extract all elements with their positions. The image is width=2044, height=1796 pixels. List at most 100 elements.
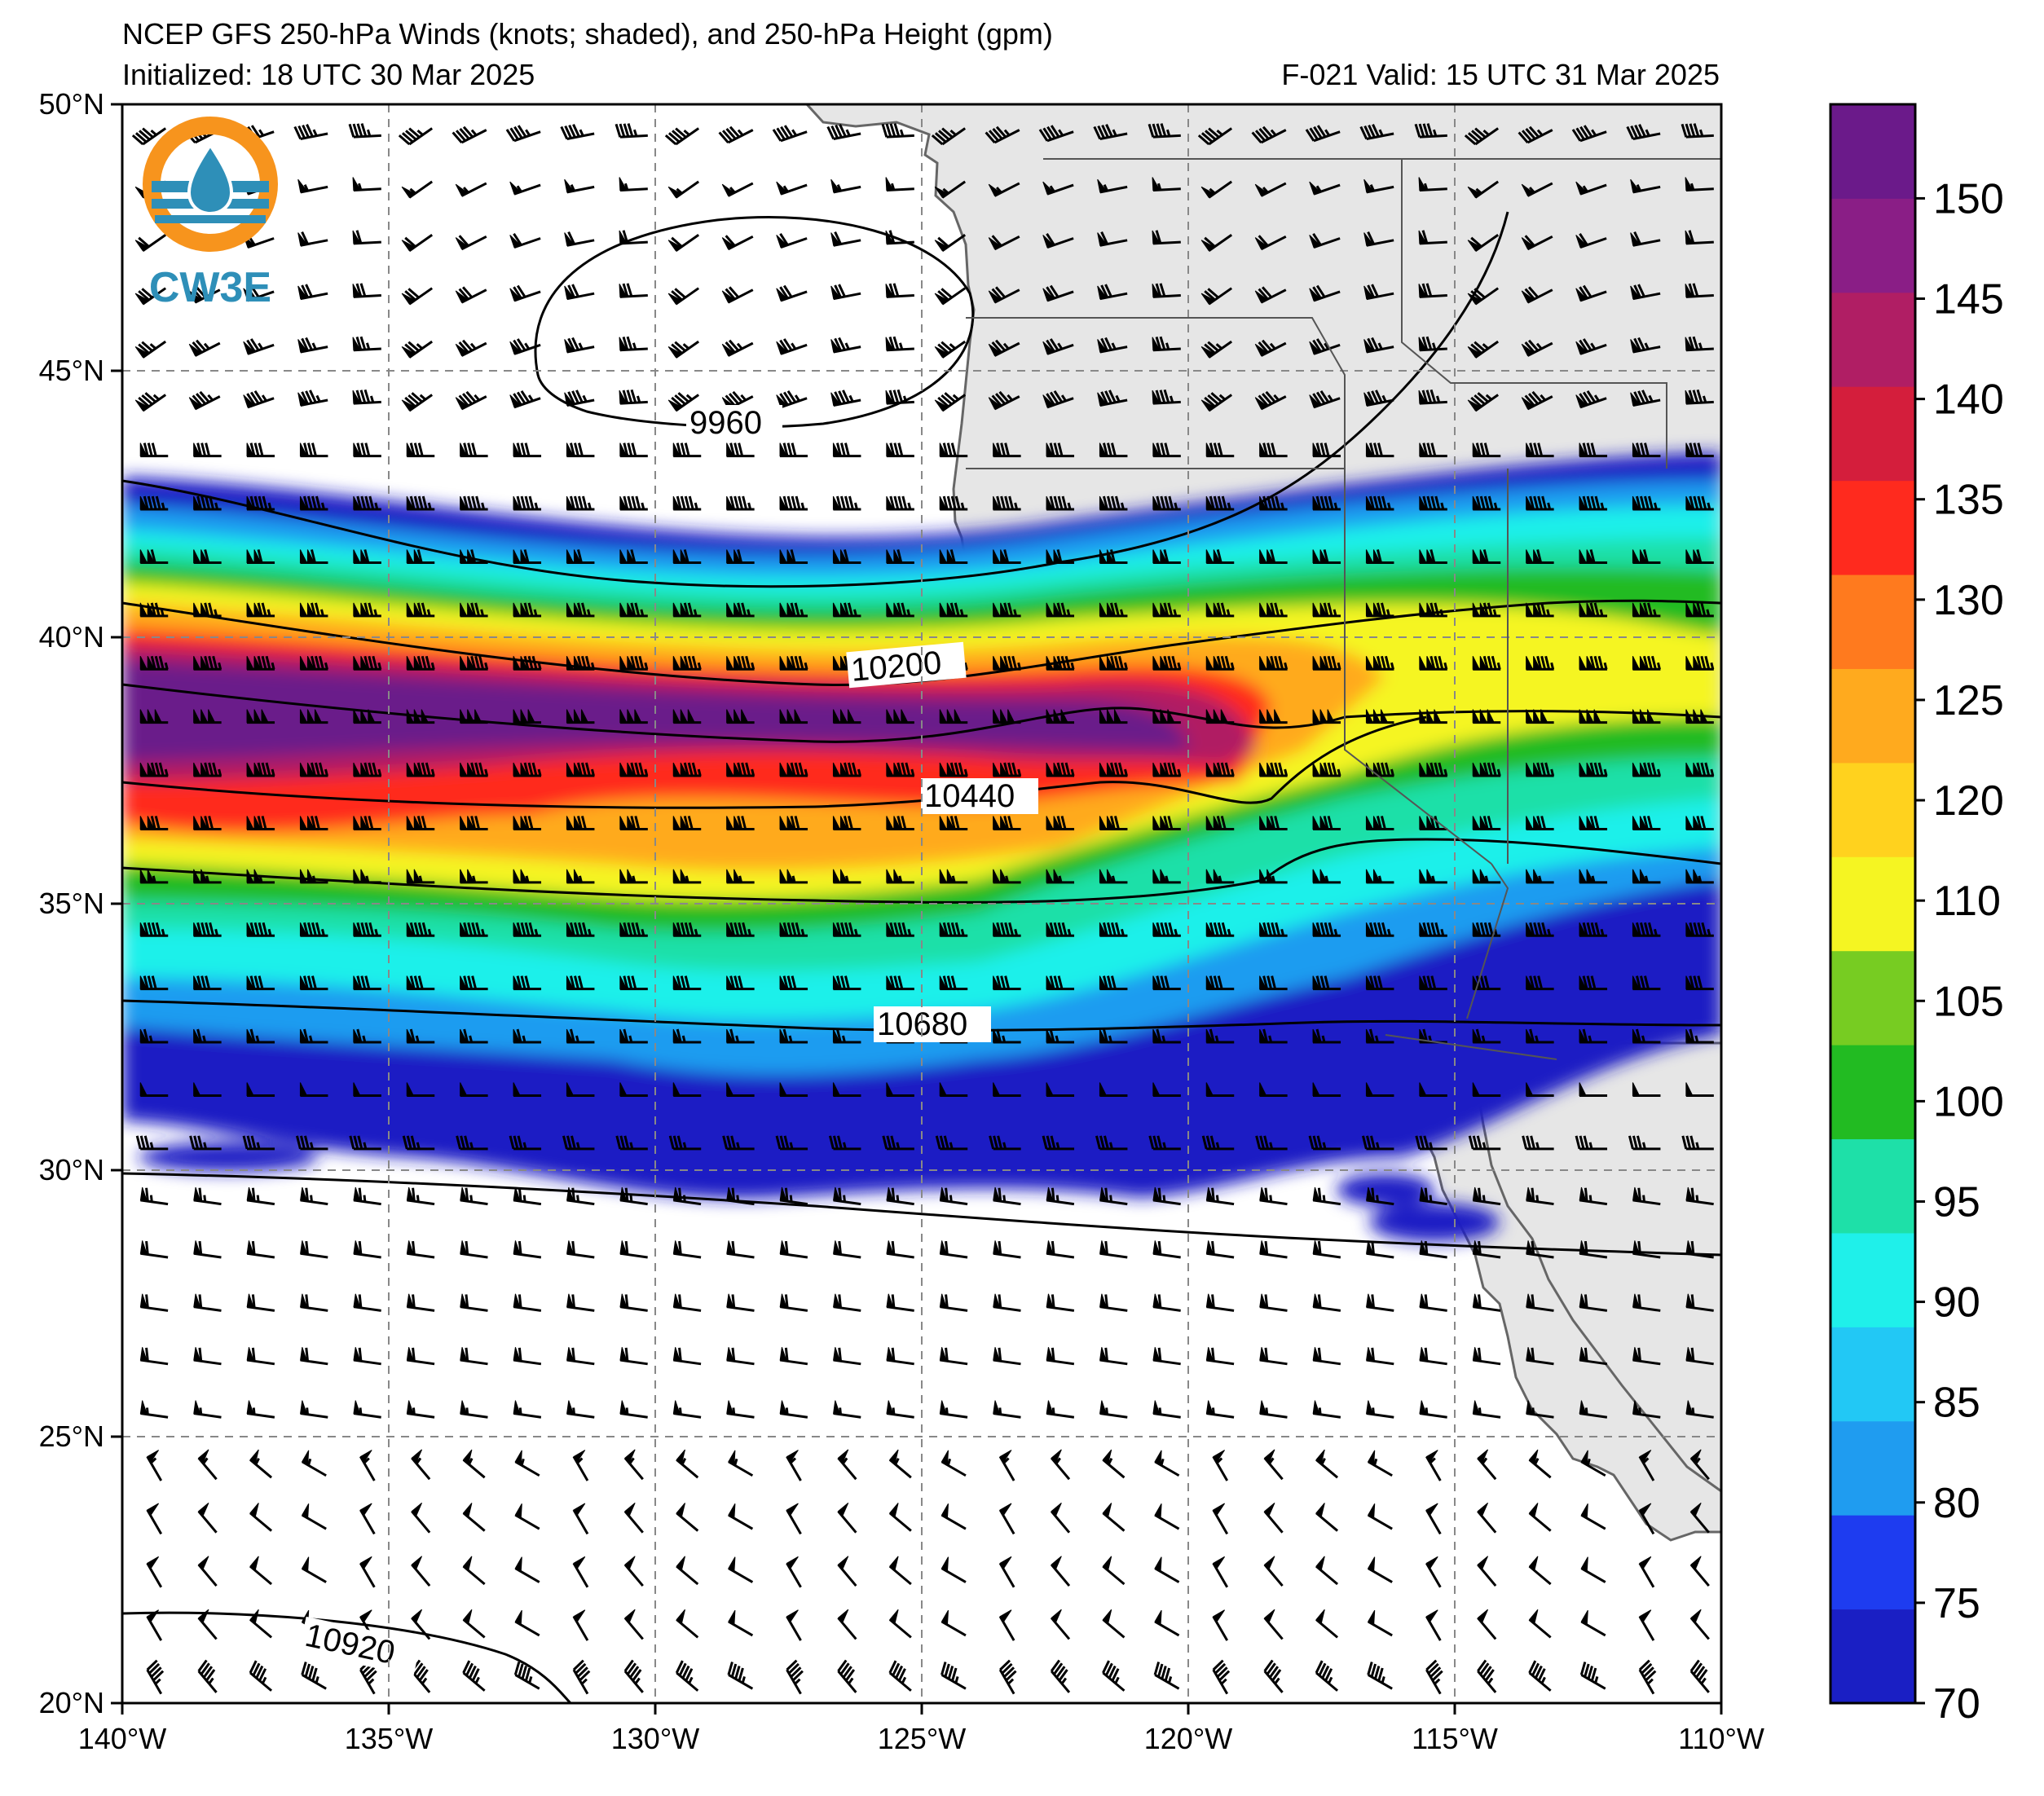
wind-barb bbox=[411, 1659, 431, 1693]
wind-barb bbox=[1632, 1347, 1661, 1366]
wind-barb bbox=[1632, 922, 1661, 937]
wind-barb bbox=[460, 1400, 488, 1419]
wind-barb bbox=[1685, 230, 1714, 245]
wind-barb bbox=[1308, 1135, 1341, 1151]
wind-barb bbox=[1626, 124, 1661, 140]
wind-barb bbox=[728, 1556, 754, 1583]
wind-barb bbox=[726, 1028, 755, 1044]
wind-barb bbox=[1685, 389, 1714, 405]
wind-barb bbox=[1418, 336, 1447, 352]
wind-barb bbox=[401, 392, 434, 412]
wind-barb bbox=[572, 1609, 589, 1641]
wind-barb bbox=[993, 1400, 1021, 1419]
wind-barb bbox=[455, 235, 487, 251]
wind-barb bbox=[1365, 816, 1394, 830]
wind-barb bbox=[1205, 602, 1235, 618]
wind-barb bbox=[1312, 869, 1341, 884]
wind-barb bbox=[1632, 549, 1661, 564]
wind-barb bbox=[1526, 1186, 1554, 1206]
wind-barb bbox=[939, 975, 968, 991]
wind-barb bbox=[462, 1609, 486, 1639]
wind-barb bbox=[1042, 390, 1074, 409]
wind-barb bbox=[832, 816, 861, 830]
wind-barb bbox=[1632, 655, 1661, 671]
wind-barb bbox=[1212, 1556, 1229, 1588]
wind-barb bbox=[1579, 1347, 1608, 1366]
wind-barb bbox=[352, 230, 381, 245]
wind-barb bbox=[1152, 762, 1182, 777]
wind-barb bbox=[989, 1135, 1021, 1151]
wind-barb bbox=[1579, 1293, 1608, 1312]
wind-barb bbox=[1579, 1662, 1606, 1690]
wind-barb bbox=[832, 442, 861, 458]
wind-barb bbox=[353, 922, 381, 937]
wind-barb bbox=[352, 389, 381, 405]
wind-barb bbox=[1309, 233, 1341, 249]
wind-barb bbox=[1315, 1556, 1339, 1586]
wind-barb bbox=[299, 495, 328, 511]
wind-barb bbox=[1205, 869, 1235, 884]
wind-barb bbox=[1102, 1556, 1126, 1586]
wind-barb bbox=[1472, 1028, 1501, 1044]
wind-barb bbox=[1254, 339, 1287, 357]
wind-barb bbox=[1689, 1659, 1710, 1693]
lat-label: 30°N bbox=[39, 1153, 104, 1186]
wind-barb bbox=[246, 655, 275, 671]
wind-barb bbox=[134, 392, 167, 412]
wind-barb bbox=[1046, 1347, 1075, 1366]
wind-barb bbox=[139, 1186, 169, 1206]
wind-barb bbox=[775, 1135, 808, 1151]
wind-barb bbox=[1097, 284, 1128, 301]
wind-barb bbox=[1580, 1503, 1606, 1530]
wind-barb bbox=[1200, 287, 1233, 306]
wind-barb bbox=[619, 177, 648, 192]
wind-barb bbox=[513, 1400, 542, 1419]
wind-barb bbox=[1365, 495, 1394, 511]
wind-barb bbox=[564, 284, 595, 301]
wind-barb bbox=[998, 1659, 1017, 1695]
wind-barb bbox=[619, 655, 649, 671]
wind-barb bbox=[297, 390, 328, 407]
wind-barb bbox=[1050, 1609, 1071, 1640]
wind-barb bbox=[134, 287, 167, 306]
wind-barb bbox=[939, 709, 968, 724]
wind-barb bbox=[619, 1028, 648, 1044]
wind-barb bbox=[727, 1662, 754, 1690]
wind-barb bbox=[1632, 1400, 1661, 1419]
wind-barb bbox=[406, 975, 435, 991]
wind-barb bbox=[456, 1135, 488, 1151]
wind-barb bbox=[139, 1240, 169, 1259]
wind-barb bbox=[672, 442, 702, 458]
wind-barb bbox=[1575, 390, 1607, 409]
wind-barb bbox=[726, 602, 755, 618]
wind-barb bbox=[672, 1028, 702, 1044]
wind-barb bbox=[935, 1135, 968, 1151]
wind-barb bbox=[830, 178, 861, 194]
wind-barb bbox=[1251, 125, 1287, 144]
wind-barb bbox=[939, 1082, 968, 1097]
contour-label-10680: 10680 bbox=[877, 1006, 967, 1042]
wind-barb bbox=[939, 816, 968, 830]
wind-barb bbox=[886, 602, 914, 618]
wind-barb bbox=[1632, 1186, 1661, 1206]
wind-barb bbox=[460, 922, 488, 937]
wind-barb bbox=[1419, 1400, 1447, 1419]
wind-barb bbox=[1046, 1240, 1075, 1259]
wind-barb bbox=[886, 1082, 914, 1097]
wind-barb bbox=[1685, 442, 1714, 458]
wind-barb bbox=[1205, 1240, 1235, 1259]
wind-barb bbox=[1630, 231, 1661, 247]
wind-barb bbox=[939, 869, 968, 884]
wind-barb bbox=[1099, 1347, 1128, 1366]
wind-barb bbox=[1312, 1028, 1341, 1044]
wind-barb bbox=[1472, 549, 1501, 564]
wind-barb bbox=[1365, 869, 1394, 884]
wind-barb bbox=[998, 1556, 1015, 1588]
lon-label: 120°W bbox=[1144, 1722, 1232, 1755]
colorbar-segment bbox=[1830, 386, 1915, 482]
wind-barb bbox=[566, 975, 595, 991]
wind-barb bbox=[1467, 180, 1500, 199]
wind-barb bbox=[786, 1503, 802, 1535]
wind-barb bbox=[1205, 655, 1235, 671]
wind-barb bbox=[1205, 762, 1235, 777]
